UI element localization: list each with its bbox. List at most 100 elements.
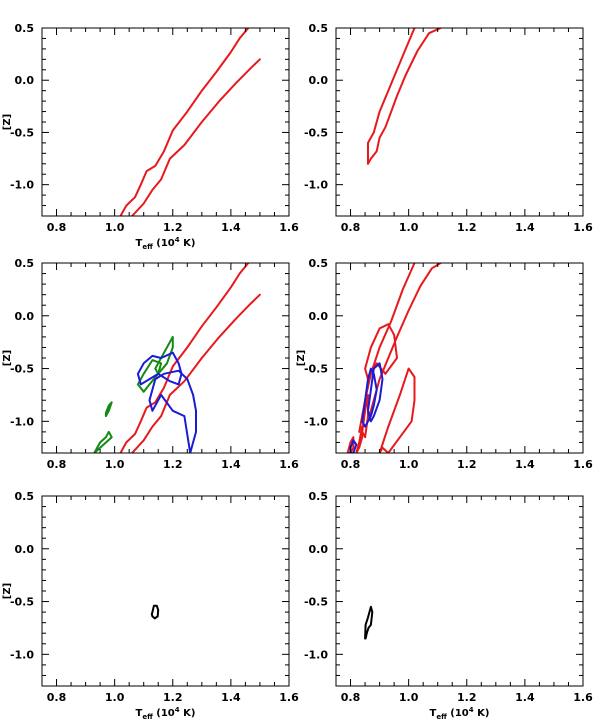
x-axis-label-part: K) xyxy=(474,708,490,719)
x-axis-label-part: 4 xyxy=(175,706,180,714)
x-tick-label: 1.4 xyxy=(221,221,241,234)
x-tick-label: 1.2 xyxy=(163,691,183,704)
y-tick-label: 0.0 xyxy=(309,310,329,323)
x-tick-label: 1.0 xyxy=(105,458,125,471)
contour-line-3 xyxy=(378,367,416,453)
x-axis-label-part: K) xyxy=(180,238,196,249)
contour-line-7 xyxy=(361,367,378,428)
x-tick-label: 1.0 xyxy=(399,458,419,471)
y-axis-label: [Z] xyxy=(296,350,307,366)
x-tick-label: 0.8 xyxy=(47,458,67,471)
x-tick-label: 1.0 xyxy=(105,691,125,704)
x-tick-label: 1.6 xyxy=(573,221,593,234)
series-group xyxy=(93,263,261,453)
x-tick-label: 1.6 xyxy=(279,458,299,471)
x-tick-label: 1.2 xyxy=(163,458,183,471)
x-axis-label: Teff (104 K) xyxy=(136,236,196,251)
x-tick-label: 1.4 xyxy=(515,691,535,704)
x-tick-label: 1.0 xyxy=(399,691,419,704)
y-tick-label: 0.0 xyxy=(15,74,35,87)
x-axis-label-part: eff xyxy=(142,713,153,719)
x-tick-label: 1.4 xyxy=(221,458,241,471)
x-tick-label: 1.2 xyxy=(457,221,477,234)
contour-line-0 xyxy=(119,263,250,453)
x-tick-label: 1.0 xyxy=(105,221,125,234)
y-tick-label: -0.5 xyxy=(304,126,328,139)
x-tick-label: 1.4 xyxy=(221,691,241,704)
chart-panel-top-left: 0.8 1.0 1.2 1.4 1.6 0.5 0.0 -0.5 -1.0 [Z] Teff (10… xyxy=(2,22,299,251)
x-tick-label: 1.4 xyxy=(515,458,535,471)
y-axis-label: [Z] xyxy=(2,583,13,599)
plot-frame xyxy=(41,495,290,687)
x-axis-label-part: T xyxy=(430,708,437,719)
x-tick-label: 0.8 xyxy=(47,221,67,234)
y-tick-label: -0.5 xyxy=(10,126,34,139)
series-group xyxy=(367,28,442,165)
x-axis-label-part: T xyxy=(136,238,143,249)
x-axis-label: Teff (104 K) xyxy=(136,706,196,719)
x-axis-label: Teff (104 K) xyxy=(430,706,490,719)
plot-frame xyxy=(335,262,584,454)
y-tick-label: -0.5 xyxy=(10,596,34,609)
x-axis-label-part: eff xyxy=(436,713,447,719)
x-axis-label-part: 4 xyxy=(175,236,180,244)
x-tick-label: 1.6 xyxy=(279,221,299,234)
x-tick-label: 1.6 xyxy=(573,458,593,471)
contour-line-1 xyxy=(131,293,261,453)
y-tick-label: -0.5 xyxy=(10,363,34,376)
contour-line-5 xyxy=(154,335,174,375)
x-axis-label-part: (10 xyxy=(153,708,175,719)
x-axis-label-part: (10 xyxy=(447,708,469,719)
contour-line-2 xyxy=(93,430,113,453)
y-tick-label: 0.5 xyxy=(309,257,329,270)
x-tick-label: 0.8 xyxy=(341,691,361,704)
plot-frame xyxy=(335,495,584,687)
chart-panel-top-right: 0.8 1.0 1.2 1.4 1.6 0.5 0.0 -0.5 -1.0 xyxy=(304,22,593,234)
y-tick-label: -1.0 xyxy=(10,179,34,192)
chart-panel-middle-right: 0.8 1.0 1.2 1.4 1.6 0.5 0.0 -0.5 -1.0 [Z] xyxy=(296,257,593,471)
series-group xyxy=(150,604,160,620)
y-axis-label: [Z] xyxy=(2,350,13,366)
chart-panel-middle-left: 0.8 1.0 1.2 1.4 1.6 0.5 0.0 -0.5 -1.0 [Z] xyxy=(2,257,299,471)
contour-line-7 xyxy=(148,369,197,453)
x-tick-label: 1.2 xyxy=(163,221,183,234)
y-tick-label: 0.5 xyxy=(309,22,329,35)
contour-line-1 xyxy=(367,28,442,165)
y-tick-label: -1.0 xyxy=(10,415,34,428)
x-axis-label-part: (10 xyxy=(153,238,175,249)
chart-panel-bottom-left: 0.8 1.0 1.2 1.4 1.6 0.5 0.0 -0.5 -1.0 [Z] Teff (10… xyxy=(2,490,299,719)
y-tick-label: 0.5 xyxy=(15,490,35,503)
x-axis-label-part: T xyxy=(136,708,143,719)
series-group xyxy=(364,605,374,640)
x-tick-label: 1.6 xyxy=(573,691,593,704)
x-tick-label: 1.2 xyxy=(457,691,477,704)
y-tick-label: -0.5 xyxy=(304,363,328,376)
y-tick-label: -1.0 xyxy=(304,179,328,192)
y-tick-label: 0.5 xyxy=(15,257,35,270)
x-axis-label-part: eff xyxy=(142,243,153,251)
y-tick-label: 0.0 xyxy=(15,310,35,323)
x-axis-label-part: K) xyxy=(180,708,196,719)
contour-line-1 xyxy=(131,58,261,216)
y-tick-label: 0.0 xyxy=(15,543,35,556)
y-tick-label: -1.0 xyxy=(304,415,328,428)
x-tick-label: 0.8 xyxy=(341,458,361,471)
contour-line-0 xyxy=(150,604,160,620)
x-tick-label: 0.8 xyxy=(47,691,67,704)
series-group xyxy=(119,28,261,216)
x-tick-label: 0.8 xyxy=(341,221,361,234)
plot-frame xyxy=(335,27,584,217)
plot-frame xyxy=(41,27,290,217)
contour-line-4 xyxy=(136,359,163,393)
y-tick-label: -1.0 xyxy=(10,648,34,661)
y-tick-label: 0.0 xyxy=(309,74,329,87)
y-tick-label: -1.0 xyxy=(304,648,328,661)
contour-line-8 xyxy=(367,362,384,423)
x-tick-label: 1.2 xyxy=(457,458,477,471)
contour-line-0 xyxy=(367,28,416,165)
series-group xyxy=(346,263,442,453)
y-tick-label: 0.0 xyxy=(309,543,329,556)
y-tick-label: -0.5 xyxy=(304,596,328,609)
x-axis-label-part: 4 xyxy=(469,706,474,714)
